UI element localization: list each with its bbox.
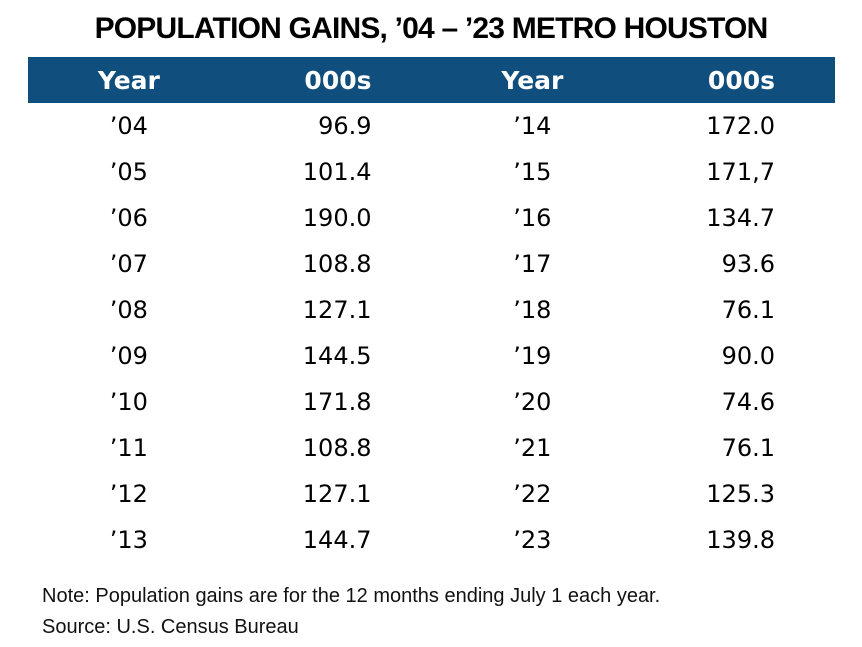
value-cell: 171.8 — [302, 388, 372, 416]
year-cell: ’04 — [109, 112, 148, 140]
value-cell: 127.1 — [302, 480, 372, 508]
value-cell: 127.1 — [302, 296, 372, 324]
table-row: ’12 127.1 ’22 125.3 — [28, 471, 835, 517]
year-cell: ’17 — [513, 250, 552, 278]
value-cell: 144.7 — [302, 526, 372, 554]
value-cell: 171,7 — [706, 158, 775, 186]
year-cell: ’13 — [109, 526, 148, 554]
value-cell: 90.0 — [721, 342, 775, 370]
footnotes: Note: Population gains are for the 12 mo… — [42, 581, 660, 643]
year-cell: ’07 — [109, 250, 148, 278]
year-cell: ’12 — [109, 480, 148, 508]
table-row: ’08 127.1 ’18 76.1 — [28, 287, 835, 333]
year-cell: ’11 — [109, 434, 148, 462]
value-cell: 93.6 — [721, 250, 775, 278]
value-cell: 190.0 — [302, 204, 372, 232]
value-cell: 144.5 — [302, 342, 372, 370]
value-cell: 74.6 — [721, 388, 775, 416]
year-cell: ’14 — [513, 112, 552, 140]
value-cell: 134.7 — [706, 204, 775, 232]
year-cell: ’22 — [513, 480, 552, 508]
value-cell: 139.8 — [706, 526, 775, 554]
table-row: ’11 108.8 ’21 76.1 — [28, 425, 835, 471]
value-cell: 125.3 — [706, 480, 775, 508]
page-title: POPULATION GAINS, ’04 – ’23 METRO HOUSTO… — [94, 12, 769, 45]
table-header-row: Year 000s Year 000s — [28, 57, 835, 103]
header-cell-000s-left: 000s — [304, 65, 372, 95]
year-cell: ’16 — [513, 204, 552, 232]
value-cell: 108.8 — [302, 250, 372, 278]
table-row: ’09 144.5 ’19 90.0 — [28, 333, 835, 379]
value-cell: 108.8 — [302, 434, 372, 462]
year-cell: ’06 — [109, 204, 148, 232]
table-row: ’10 171.8 ’20 74.6 — [28, 379, 835, 425]
year-cell: ’18 — [513, 296, 552, 324]
table-row: ’07 108.8 ’17 93.6 — [28, 241, 835, 287]
source-text: Source: U.S. Census Bureau — [42, 616, 299, 638]
year-cell: ’15 — [513, 158, 552, 186]
value-cell: 76.1 — [721, 296, 775, 324]
value-cell: 101.4 — [302, 158, 372, 186]
year-cell: ’21 — [513, 434, 552, 462]
value-cell: 76.1 — [721, 434, 775, 462]
year-cell: ’10 — [109, 388, 148, 416]
table-row: ’13 144.7 ’23 139.8 — [28, 517, 835, 563]
year-cell: ’09 — [109, 342, 148, 370]
value-cell: 96.9 — [318, 112, 372, 140]
header-cell-000s-right: 000s — [707, 65, 775, 95]
year-cell: ’19 — [513, 342, 552, 370]
value-cell: 172.0 — [706, 112, 775, 140]
header-cell-year-right: Year — [501, 65, 564, 95]
note-text: Note: Population gains are for the 12 mo… — [42, 585, 661, 607]
table-row: ’06 190.0 ’16 134.7 — [28, 195, 835, 241]
table-row: ’04 96.9 ’14 172.0 — [28, 103, 835, 149]
year-cell: ’23 — [513, 526, 552, 554]
year-cell: ’05 — [109, 158, 148, 186]
table-row: ’05 101.4 ’15 171,7 — [28, 149, 835, 195]
year-cell: ’20 — [513, 388, 552, 416]
population-table: Year 000s Year 000s ’04 96.9 ’14 172.0 ’… — [28, 57, 835, 563]
header-cell-year-left: Year — [97, 65, 160, 95]
year-cell: ’08 — [109, 296, 148, 324]
